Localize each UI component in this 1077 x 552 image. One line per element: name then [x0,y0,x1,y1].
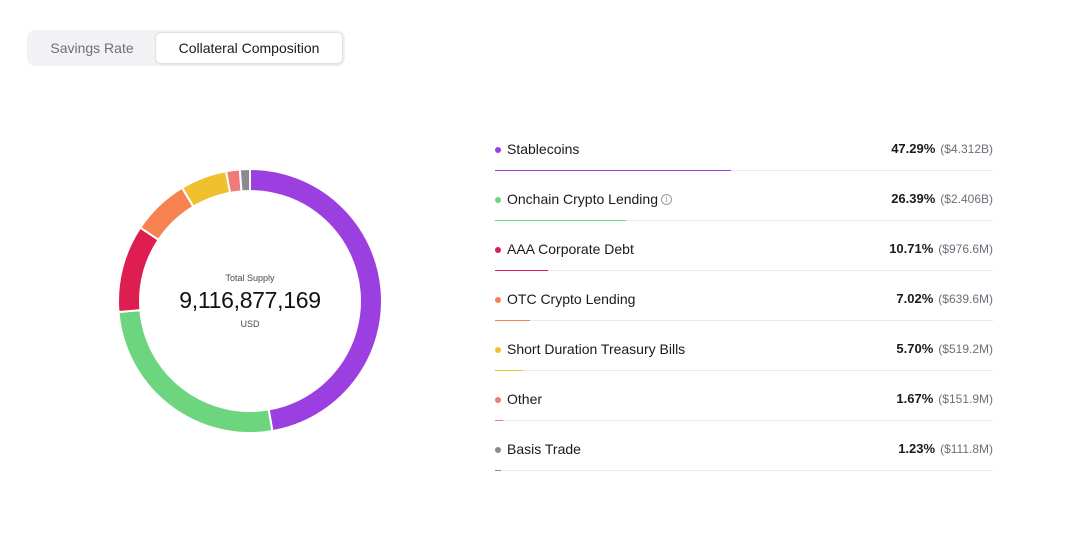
legend-dot [495,347,501,353]
collateral-donut-chart: Total Supply 9,116,877,169 USD [110,161,390,441]
legend-values: 26.39% ($2.406B) [891,190,993,208]
legend-share-bar [495,170,731,171]
legend-amount: ($976.6M) [938,242,993,256]
legend-share-bar [495,470,502,471]
legend-label: Onchain Crypto Lending i [507,191,672,207]
legend-amount: ($2.406B) [940,192,993,206]
legend-percent: 10.71% [889,241,934,256]
legend-label-text: AAA Corporate Debt [507,241,634,257]
legend-dot [495,247,501,253]
donut-svg [117,167,383,434]
legend-amount: ($151.9M) [938,392,993,406]
legend-values: 1.67% ($151.9M) [896,390,993,408]
legend-values: 7.02% ($639.6M) [896,290,993,308]
legend-row-aaa-corporate-debt: AAA Corporate Debt 10.71% ($976.6M) [495,221,993,271]
legend-label-text: Stablecoins [507,141,580,157]
donut-center: Total Supply 9,116,877,169 USD [110,161,390,441]
legend-percent: 47.29% [891,141,936,156]
legend-values: 47.29% ($4.312B) [891,140,993,158]
legend-amount: ($4.312B) [940,142,993,156]
donut-slice-basis-trade[interactable] [238,167,251,193]
collateral-legend: Stablecoins 47.29% ($4.312B) Onchain Crypto… [495,121,993,471]
legend-dot [495,147,501,153]
info-icon[interactable]: i [661,193,672,205]
legend-amount: ($111.8M) [940,442,993,456]
legend-label-text: OTC Crypto Lending [507,291,636,307]
legend-row-otc-crypto-lending: OTC Crypto Lending 7.02% ($639.6M) [495,271,993,321]
legend-percent: 1.67% [896,391,934,406]
legend-row-basis-trade: Basis Trade 1.23% ($111.8M) [495,421,993,471]
total-supply-label: Total Supply [225,273,275,283]
legend-label: OTC Crypto Lending [507,291,635,307]
legend-dot [495,447,501,453]
legend-label: Short Duration Treasury Bills [507,341,685,357]
legend-dot [495,397,501,403]
legend-values: 10.71% ($976.6M) [889,240,993,258]
legend-percent: 7.02% [896,291,934,306]
tab-savings-rate[interactable]: Savings Rate [50,40,134,56]
legend-label: Basis Trade [507,441,581,457]
legend-label-text: Basis Trade [507,441,581,457]
legend-percent: 5.70% [896,341,934,356]
legend-amount: ($519.2M) [938,342,993,356]
legend-label: Other [507,391,542,407]
legend-share-bar [495,220,627,221]
total-supply-value: 9,116,877,169 [179,287,321,313]
legend-label-text: Onchain Crypto Lending [507,191,658,207]
legend-label: AAA Corporate Debt [507,241,634,257]
legend-share-bar [495,370,524,371]
total-supply-unit: USD [240,319,260,329]
view-tabs: Savings Rate Collateral Composition [27,30,345,66]
legend-dot [495,197,501,203]
legend-values: 5.70% ($519.2M) [896,340,993,358]
tab-collateral-composition[interactable]: Collateral Composition [155,32,343,64]
legend-share-bar [495,420,504,421]
legend-values: 1.23% ($111.8M) [898,440,993,458]
legend-row-short-duration-treasury-bills: Short Duration Treasury Bills 5.70% ($519.… [495,321,993,371]
legend-amount: ($639.6M) [938,292,993,306]
legend-dot [495,297,501,303]
legend-percent: 1.23% [898,441,936,456]
legend-label-text: Other [507,391,543,407]
legend-percent: 26.39% [891,191,936,206]
legend-row-stablecoins: Stablecoins 47.29% ($4.312B) [495,121,993,171]
legend-label-text: Short Duration Treasury Bills [507,341,686,357]
legend-label: Stablecoins [507,141,579,157]
legend-row-other: Other 1.67% ($151.9M) [495,371,993,421]
legend-row-onchain-crypto-lending: Onchain Crypto Lending i 26.39% ($2.406B) [495,171,993,221]
legend-share-bar [495,320,530,321]
legend-share-bar [495,270,549,271]
